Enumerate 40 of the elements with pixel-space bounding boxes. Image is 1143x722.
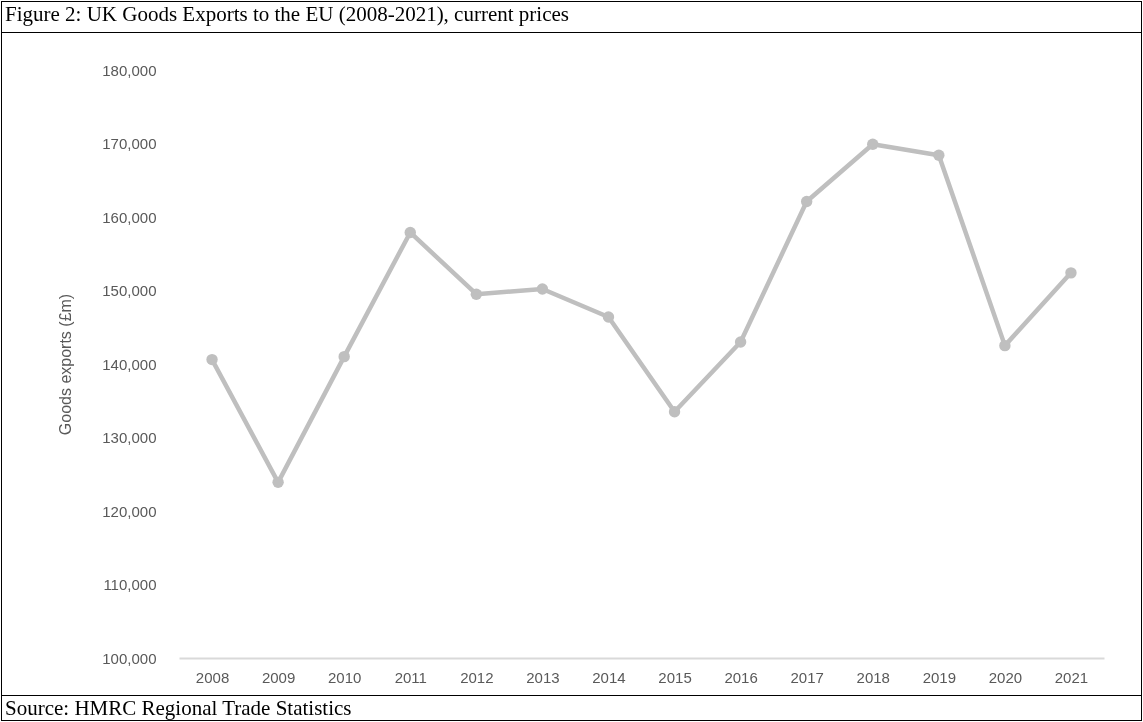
x-tick-label: 2009 — [261, 668, 296, 686]
x-tick-label: 2021 — [1054, 668, 1089, 686]
x-tick-label: 2017 — [790, 668, 824, 686]
point — [404, 226, 416, 239]
y-tick-label: 170,000 — [102, 135, 157, 152]
x-tick-label: 2018 — [856, 668, 890, 686]
x-tick-label: 2012 — [460, 668, 494, 686]
x-tick-label: 2008 — [195, 668, 230, 686]
y-axis-title: Goods exports (£m) — [57, 293, 75, 436]
y-tick-label: 100,000 — [102, 649, 157, 667]
y-tick-label: 140,000 — [102, 355, 157, 373]
x-tick-label: 2013 — [526, 668, 560, 686]
y-tick-label: 130,000 — [102, 429, 157, 446]
point — [800, 195, 813, 208]
x-tick-label: 2015 — [658, 668, 692, 686]
x-tick-label: 2014 — [592, 668, 626, 686]
point — [536, 283, 549, 295]
chart-title: Figure 2: UK Goods Exports to the EU (2008-2021), current prices — [2, 2, 1141, 33]
y-tick-label: 160,000 — [102, 208, 157, 226]
x-tick-label: 2011 — [394, 668, 427, 686]
point — [999, 339, 1011, 352]
point — [206, 353, 218, 366]
point — [1065, 267, 1077, 279]
point — [470, 288, 483, 300]
y-tick-label: 110,000 — [103, 576, 157, 593]
x-tick-label: 2019 — [922, 668, 957, 686]
y-tick-label: 180,000 — [102, 61, 157, 79]
x-tick-label: 2020 — [988, 668, 1023, 686]
point — [338, 350, 350, 363]
y-tick-label: 120,000 — [102, 502, 157, 520]
point — [602, 311, 615, 323]
y-tick-label: 150,000 — [102, 282, 157, 299]
point — [867, 138, 879, 150]
source-note: Source: HMRC Regional Trade Statistics — [2, 695, 1141, 721]
point — [734, 336, 747, 348]
x-tick-label: 2016 — [724, 668, 758, 686]
point — [668, 406, 681, 418]
x-tick-label: 2010 — [327, 668, 362, 686]
point — [933, 149, 945, 161]
point — [272, 476, 284, 489]
